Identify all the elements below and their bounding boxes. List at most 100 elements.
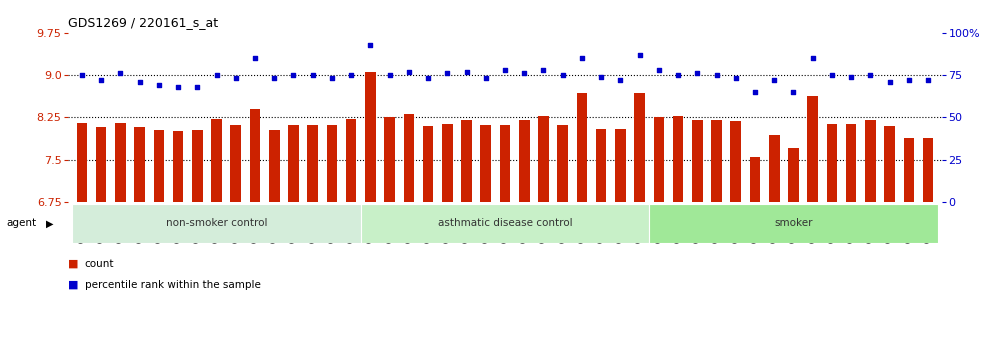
Bar (154, 130, 164, 202)
Point (228, 76, 244, 81)
Point (382, 72, 398, 78)
Bar (307, 125, 318, 202)
Point (285, 72, 301, 78)
Bar (650, 204, 938, 243)
Point (805, 55, 821, 61)
Point (496, 67, 513, 73)
Point (536, 67, 552, 73)
Bar (361, 204, 650, 243)
Point (363, 42, 379, 47)
Bar (538, 116, 549, 202)
Bar (750, 157, 760, 202)
Text: agent: agent (6, 218, 36, 228)
Point (247, 55, 263, 61)
Bar (73, 204, 361, 243)
Bar (788, 148, 799, 202)
Point (651, 67, 667, 73)
Point (343, 72, 359, 78)
Point (901, 77, 917, 83)
Bar (173, 131, 183, 202)
Point (266, 76, 282, 81)
Bar (423, 126, 433, 202)
Text: percentile rank within the sample: percentile rank within the sample (85, 280, 261, 289)
Bar (480, 125, 491, 202)
Text: ■: ■ (68, 280, 79, 289)
Bar (577, 93, 587, 202)
Bar (903, 138, 914, 202)
Bar (499, 125, 511, 202)
Text: non-smoker control: non-smoker control (166, 218, 267, 228)
Point (747, 89, 763, 95)
Point (305, 72, 321, 78)
Point (766, 77, 782, 83)
Text: ■: ■ (68, 259, 79, 269)
Bar (692, 120, 703, 202)
Bar (385, 117, 395, 202)
Bar (865, 120, 876, 202)
Bar (269, 130, 280, 202)
Point (593, 74, 609, 79)
Point (439, 71, 455, 76)
Point (113, 71, 129, 76)
Point (517, 71, 533, 76)
Bar (827, 124, 837, 202)
Bar (596, 129, 606, 202)
Point (920, 77, 937, 83)
Point (728, 76, 744, 81)
Point (824, 72, 840, 78)
Bar (654, 117, 665, 202)
Text: GDS1269 / 220161_s_at: GDS1269 / 220161_s_at (68, 16, 219, 29)
Bar (711, 120, 722, 202)
Point (555, 72, 571, 78)
Bar (77, 123, 88, 202)
Point (670, 72, 686, 78)
Point (420, 76, 436, 81)
Text: asthmatic disease control: asthmatic disease control (438, 218, 572, 228)
Point (631, 52, 648, 58)
Point (612, 77, 628, 83)
Point (458, 69, 474, 75)
Bar (115, 123, 126, 202)
Point (574, 55, 590, 61)
Bar (231, 125, 241, 202)
Bar (442, 124, 452, 202)
Point (93, 77, 109, 83)
Point (689, 71, 705, 76)
Bar (634, 93, 644, 202)
Bar (846, 124, 856, 202)
Bar (769, 135, 779, 202)
Bar (211, 119, 222, 202)
Text: ▶: ▶ (46, 218, 53, 228)
Point (151, 82, 167, 88)
Bar (404, 115, 414, 202)
Bar (730, 121, 741, 202)
Point (208, 72, 225, 78)
Point (785, 89, 802, 95)
Bar (558, 125, 568, 202)
Point (74, 72, 90, 78)
Bar (366, 72, 376, 202)
Point (132, 79, 148, 85)
Point (862, 72, 878, 78)
Bar (673, 116, 684, 202)
Bar (922, 138, 933, 202)
Bar (461, 120, 472, 202)
Bar (326, 125, 337, 202)
Bar (519, 120, 530, 202)
Text: smoker: smoker (774, 218, 813, 228)
Point (401, 69, 417, 75)
Text: count: count (85, 259, 114, 269)
Point (324, 76, 340, 81)
Point (881, 79, 897, 85)
Bar (134, 127, 145, 202)
Bar (884, 126, 895, 202)
Point (477, 76, 493, 81)
Bar (808, 97, 818, 202)
Point (843, 74, 859, 79)
Bar (192, 130, 202, 202)
Bar (96, 127, 107, 202)
Bar (345, 119, 356, 202)
Point (170, 84, 186, 90)
Bar (615, 129, 625, 202)
Bar (288, 125, 299, 202)
